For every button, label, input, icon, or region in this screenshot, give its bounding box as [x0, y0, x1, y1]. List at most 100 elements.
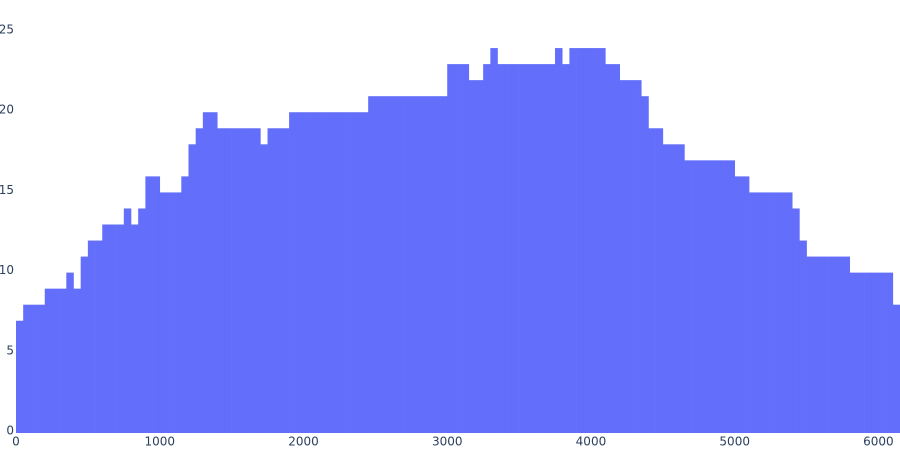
x-tick-label: 0	[12, 435, 20, 449]
bar	[547, 64, 556, 433]
bar	[504, 64, 513, 433]
bar	[245, 128, 254, 433]
bar	[440, 96, 448, 433]
bar	[16, 320, 24, 433]
bar	[454, 64, 462, 433]
y-tick-label: 5	[6, 343, 14, 357]
bar	[159, 192, 168, 433]
bar	[705, 160, 714, 433]
bar	[296, 112, 304, 433]
bar	[73, 288, 81, 433]
bar	[123, 208, 132, 433]
bar	[555, 48, 563, 433]
bar	[95, 240, 103, 433]
bar	[540, 64, 549, 433]
bar	[174, 192, 182, 433]
x-tick-label: 4000	[576, 435, 607, 449]
bar	[260, 144, 268, 434]
bar	[871, 272, 879, 433]
y-tick-label: 10	[0, 263, 14, 277]
bar	[490, 48, 498, 433]
bar	[44, 288, 53, 433]
bar	[583, 48, 592, 433]
x-tick-label: 1000	[144, 435, 175, 449]
x-tick-label: 5000	[719, 435, 750, 449]
bar	[813, 256, 822, 433]
bar	[411, 96, 419, 433]
bar	[404, 96, 412, 433]
bar	[878, 272, 886, 433]
bar	[749, 192, 757, 433]
bar	[770, 192, 779, 433]
bar	[720, 160, 728, 433]
bar	[23, 304, 31, 433]
bar	[375, 96, 383, 433]
bar	[655, 128, 664, 433]
bar	[109, 224, 117, 433]
bar	[339, 112, 347, 433]
bar	[806, 256, 815, 433]
bar	[138, 208, 146, 433]
bar	[382, 96, 391, 433]
bar	[727, 160, 735, 433]
bar	[785, 192, 793, 433]
bar	[892, 304, 900, 433]
bar	[332, 112, 340, 433]
bar	[648, 128, 656, 433]
bar	[641, 96, 649, 433]
bar	[210, 112, 218, 433]
bar	[37, 304, 46, 433]
x-tick-label: 6000	[863, 435, 894, 449]
bar	[598, 48, 606, 433]
bar	[569, 48, 577, 433]
bar	[418, 96, 426, 433]
bar	[533, 64, 541, 433]
bar	[562, 64, 570, 433]
bar	[152, 176, 161, 433]
bar	[217, 128, 225, 433]
bar	[274, 128, 283, 433]
bar	[612, 64, 621, 433]
bar	[224, 128, 232, 433]
bar	[80, 256, 89, 433]
bar	[468, 80, 477, 434]
y-tick-label: 0	[6, 424, 14, 438]
bar	[763, 192, 771, 433]
bar	[691, 160, 700, 433]
bar	[253, 128, 261, 433]
bar	[425, 96, 434, 433]
y-tick-label: 20	[0, 103, 14, 117]
bar	[662, 144, 671, 434]
bar	[166, 192, 175, 433]
bar	[447, 64, 455, 433]
bar	[30, 304, 38, 433]
bar	[590, 48, 599, 433]
bar	[188, 144, 196, 434]
bar	[289, 112, 297, 433]
bar	[303, 112, 311, 433]
bar	[389, 96, 398, 433]
bar	[461, 64, 470, 433]
bar	[885, 272, 894, 433]
bar	[698, 160, 707, 433]
bar	[684, 160, 692, 433]
bar	[519, 64, 527, 433]
bar	[353, 112, 362, 433]
bar	[576, 48, 585, 433]
y-tick-label: 25	[0, 23, 14, 37]
bar	[511, 64, 520, 433]
bar	[526, 64, 534, 433]
bar	[59, 288, 67, 433]
bar	[677, 144, 685, 434]
bar	[634, 80, 642, 434]
bar	[325, 112, 333, 433]
bar	[626, 80, 635, 434]
bar	[231, 128, 240, 433]
bar	[267, 128, 276, 433]
x-tick-label: 2000	[288, 435, 319, 449]
bar	[346, 112, 355, 433]
bar	[856, 272, 865, 433]
bar	[792, 208, 800, 433]
bar	[145, 176, 153, 433]
